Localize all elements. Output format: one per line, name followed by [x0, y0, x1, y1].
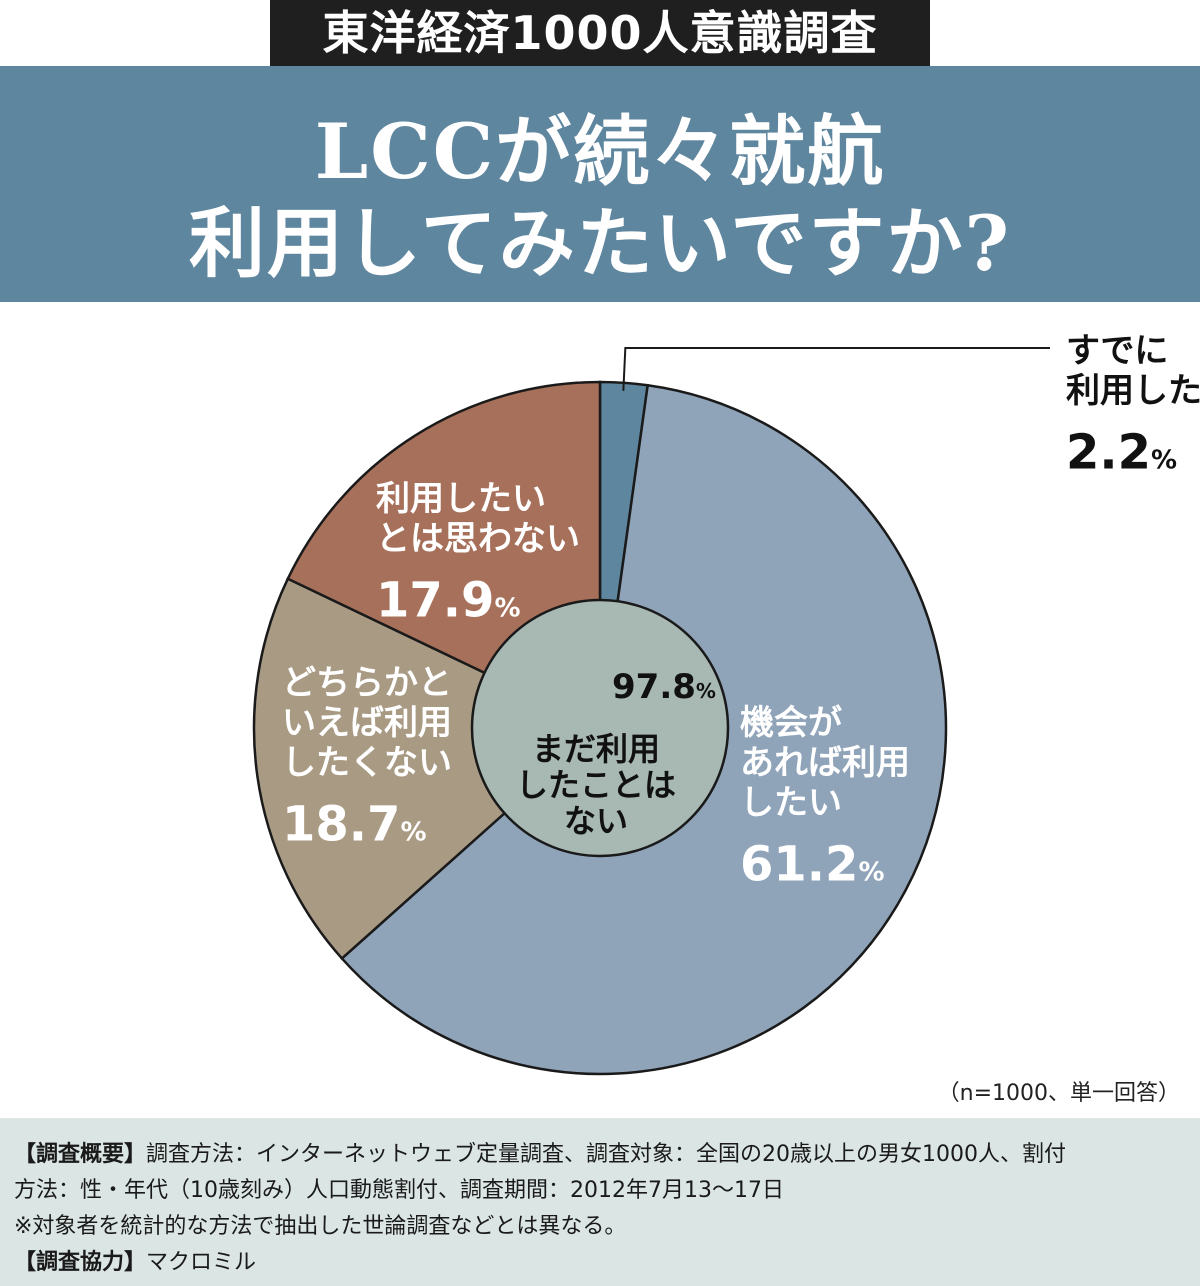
inner-label-line: ない	[564, 802, 628, 840]
inner-label-line: したことは	[516, 766, 676, 804]
slice-label-line: したい	[740, 783, 842, 823]
inner-value: 97.8%	[612, 667, 716, 707]
pie-slice-2	[252, 577, 603, 961]
slice-label-line: すでに	[1066, 331, 1168, 371]
footer-line-4: 【調査協力】マクロミル	[14, 1244, 256, 1276]
slice-value: 61.2%	[740, 836, 885, 892]
inner-label-line: まだ利用	[532, 730, 660, 768]
slice-label-line: したくない	[282, 743, 452, 783]
footer-summary-text: 調査方法：インターネットウェブ定量調査、調査対象：全国の20歳以上の男女1000…	[146, 1142, 1067, 1167]
leader-line	[622, 347, 1050, 391]
survey-kicker: 東洋経済1000人意識調査	[270, 0, 930, 66]
title-banner	[0, 66, 1200, 302]
slice-label-line: あれば利用	[740, 743, 910, 783]
footer-summary-label: 【調査概要】	[14, 1142, 147, 1167]
slice-label-line: 利用したい	[376, 479, 546, 519]
sample-note: （n=1000、単一回答）	[937, 1081, 1180, 1106]
footer-line-2: 方法：性・年代（10歳刻み）人口動態割付、調査期間：2012年7月13〜17日	[14, 1178, 784, 1203]
slice-label-line: とは思わない	[376, 519, 580, 559]
footer-line-1: 【調査概要】調査方法：インターネットウェブ定量調査、調査対象：全国の20歳以上の…	[14, 1136, 1066, 1168]
footer-credit-label: 【調査協力】	[14, 1250, 147, 1275]
slice-value: 18.7%	[282, 796, 427, 852]
pie-center	[470, 598, 730, 858]
slice-label-line: いえば利用	[282, 703, 452, 743]
slice-value: 2.2%	[1066, 424, 1177, 480]
slice-label-line: どちらかと	[282, 663, 452, 703]
slice-label-line: 利用した	[1066, 371, 1200, 411]
chart-title-line1: LCCが続々就航	[314, 107, 886, 196]
chart-title-line2: 利用してみたいですか?	[189, 199, 1011, 288]
footer-credit-text: マクロミル	[146, 1250, 257, 1275]
survey-footer: 【調査概要】調査方法：インターネットウェブ定量調査、調査対象：全国の20歳以上の…	[0, 1118, 1200, 1286]
footer-line-3: ※対象者を統計的な方法で抽出した世論調査などとは異なる。	[14, 1214, 627, 1239]
slice-label-line: 機会が	[740, 703, 842, 743]
slice-value: 17.9%	[376, 572, 521, 628]
